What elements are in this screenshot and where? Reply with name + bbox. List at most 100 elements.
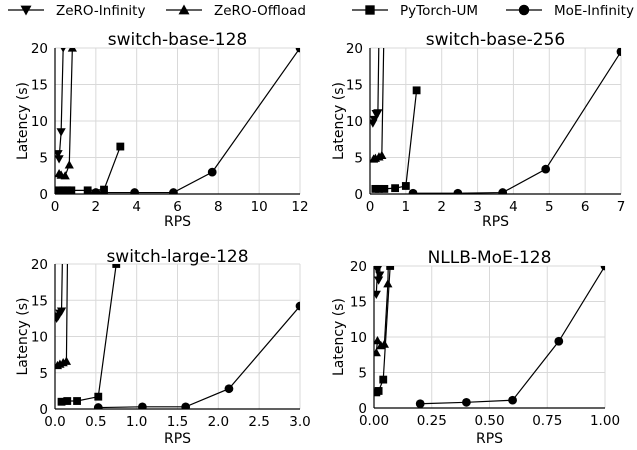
data-point-zero-infinity	[56, 128, 66, 137]
series-zero-offload	[374, 266, 393, 357]
y-tick-label: 10	[350, 330, 367, 346]
legend-entry-moe-infinity: MoE-Infinity	[506, 3, 634, 19]
series-zero-infinity	[55, 264, 67, 323]
data-point-zero-offload	[374, 335, 383, 345]
series-moe-infinity	[415, 266, 605, 408]
data-point-pytorch-um	[386, 266, 395, 270]
legend-entry-zero-offload: ZeRO-Offload	[166, 3, 306, 19]
data-point-moe-infinity	[462, 397, 471, 407]
y-axis-label: Latency (s)	[15, 297, 31, 375]
y-tick-label: 20	[350, 259, 367, 275]
x-tick-label: 0.5	[85, 414, 106, 430]
x-tick-label: 5	[545, 199, 554, 215]
y-tick-label: 5	[39, 366, 48, 382]
data-point-zero-infinity	[374, 266, 382, 275]
chart-panel-switch-base-256: 0 1 2 3 4 5 6 7 0 5 10 15 20 switch-base-256 RPS Latenc…	[331, 30, 626, 230]
data-point-moe-infinity	[207, 167, 217, 177]
data-point-moe-infinity	[138, 402, 147, 409]
y-tick-label: 10	[31, 330, 48, 346]
data-point-pytorch-um	[374, 387, 383, 395]
y-tick-label: 20	[31, 257, 48, 273]
x-tick-label: 0	[51, 199, 60, 215]
data-point-pytorch-um	[55, 186, 63, 194]
data-point-zero-offload	[383, 279, 393, 288]
data-point-pytorch-um	[73, 397, 81, 405]
x-tick-label: 3	[473, 199, 482, 215]
y-tick-label: 10	[346, 114, 363, 130]
plot-area	[55, 48, 300, 194]
data-point-moe-infinity	[91, 188, 101, 194]
x-tick-label: 10	[251, 199, 268, 215]
data-point-pytorch-um	[63, 186, 72, 194]
plot-area	[370, 48, 621, 194]
legend-label: MoE-Infinity	[554, 3, 634, 19]
series-line-zero-infinity	[56, 264, 63, 319]
x-tick-label: 1	[402, 199, 411, 215]
series-zero-infinity	[374, 266, 385, 299]
data-point-pytorch-um	[100, 185, 108, 194]
legend-entry-pytorch-um: PyTorch-UM	[352, 3, 478, 19]
data-point-pytorch-um	[116, 142, 125, 151]
data-point-pytorch-um	[59, 186, 68, 194]
x-tick-label: 7	[617, 199, 626, 215]
data-point-moe-infinity	[616, 48, 621, 57]
data-point-pytorch-um	[83, 186, 92, 194]
y-tick-label: 10	[31, 114, 48, 130]
y-axis-label: Latency (s)	[15, 82, 31, 160]
y-tick-label: 15	[346, 78, 363, 94]
x-tick-label: 3.0	[289, 414, 310, 430]
data-point-moe-infinity	[453, 188, 463, 194]
data-point-moe-infinity	[295, 48, 300, 53]
x-tick-label: 0.00	[359, 413, 389, 429]
plot-area	[55, 264, 300, 409]
y-tick-label: 0	[354, 187, 363, 203]
data-point-zero-infinity	[56, 307, 67, 316]
data-point-pytorch-um	[379, 375, 388, 384]
x-tick-label: 6	[581, 199, 590, 215]
data-point-zero-offload	[67, 48, 77, 52]
series-zero-infinity	[55, 48, 66, 164]
y-tick-label: 0	[39, 187, 48, 203]
chart-panel-nllb-moe-128: 0.00 0.25 0.50 0.75 1.00 0 5 10 15 20 NLLB-MoE-128…	[331, 248, 620, 447]
y-tick-label: 15	[31, 78, 48, 94]
series-line-zero-offload	[373, 48, 385, 160]
series-zero-offload	[370, 48, 387, 163]
y-axis-label: Latency (s)	[331, 298, 347, 376]
x-tick-label: 0.25	[417, 413, 447, 429]
x-tick-label: 2	[92, 199, 101, 215]
series-pytorch-um	[57, 264, 121, 406]
legend-marker-zero-infinity	[20, 5, 32, 16]
series-moe-infinity	[91, 48, 300, 194]
y-tick-label: 20	[31, 41, 48, 57]
plot-area	[374, 266, 605, 408]
data-point-zero-infinity	[55, 155, 64, 164]
x-tick-label: 2.0	[208, 414, 229, 430]
data-point-pytorch-um	[63, 397, 72, 405]
x-tick-label: 0	[366, 199, 375, 215]
series-line-moe-infinity	[420, 266, 605, 405]
series-line-moe-infinity	[98, 305, 300, 409]
data-point-pytorch-um	[401, 182, 410, 190]
y-tick-label: 5	[358, 366, 367, 382]
x-tick-label: 2	[437, 199, 446, 215]
series-pytorch-um	[55, 142, 125, 194]
x-tick-label: 12	[291, 199, 308, 215]
x-tick-label: 0.50	[474, 413, 504, 429]
data-point-moe-infinity	[408, 188, 418, 194]
chart-panel-switch-base-128: 0 2 4 6 8 10 12 0 5 10 15 20 switch-base-128 RPS Laten…	[15, 30, 309, 230]
legend-marker-moe-infinity	[518, 4, 530, 16]
data-point-zero-infinity	[375, 271, 385, 280]
grid	[373, 265, 606, 409]
x-axis-label: RPS	[164, 214, 191, 230]
data-point-zero-infinity	[60, 48, 66, 53]
x-tick-label: 2.5	[248, 414, 269, 430]
x-tick-label: 8	[214, 199, 223, 215]
chart-panel-switch-large-128: 0.0 0.5 1.0 1.5 2.0 2.5 3.0 0 5 10 15 20 switch-larg…	[15, 247, 311, 447]
series-pytorch-um	[374, 266, 395, 397]
data-point-moe-infinity	[130, 188, 139, 194]
data-point-zero-infinity	[374, 276, 384, 285]
y-axis-label: Latency (s)	[331, 82, 347, 160]
y-tick-label: 0	[358, 401, 367, 417]
